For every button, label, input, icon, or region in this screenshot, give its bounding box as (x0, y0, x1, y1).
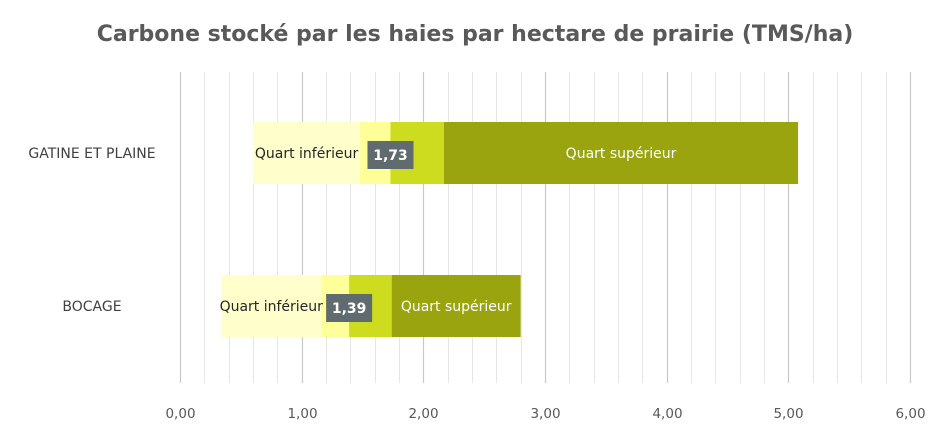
category-label: BOCAGE (62, 299, 121, 315)
segment-label: Quart supérieur (566, 146, 677, 162)
x-tick-label: 5,00 (773, 406, 803, 422)
median-label: 1,73 (373, 148, 408, 164)
bar-segment (221, 275, 322, 337)
bar-segment (444, 122, 799, 184)
segment-label: Quart supérieur (401, 299, 512, 315)
x-tick-label: 4,00 (652, 406, 682, 422)
segment-label: Quart inférieur (255, 146, 359, 162)
bar-segment (391, 275, 521, 337)
median-label: 1,39 (332, 301, 367, 317)
segment-label: Quart inférieur (220, 299, 324, 315)
x-tick-label: 6,00 (895, 406, 925, 422)
x-tick-label: 2,00 (408, 406, 438, 422)
x-tick-label: 0,00 (165, 406, 195, 422)
chart-title: Carbone stocké par les haies par hectare… (96, 22, 854, 47)
category-label: GATINE ET PLAINE (28, 146, 155, 162)
x-tick-label: 3,00 (530, 406, 560, 422)
x-tick-label: 1,00 (287, 406, 317, 422)
median-box (326, 294, 373, 322)
median-box (367, 141, 414, 169)
bar-segment (253, 122, 361, 184)
